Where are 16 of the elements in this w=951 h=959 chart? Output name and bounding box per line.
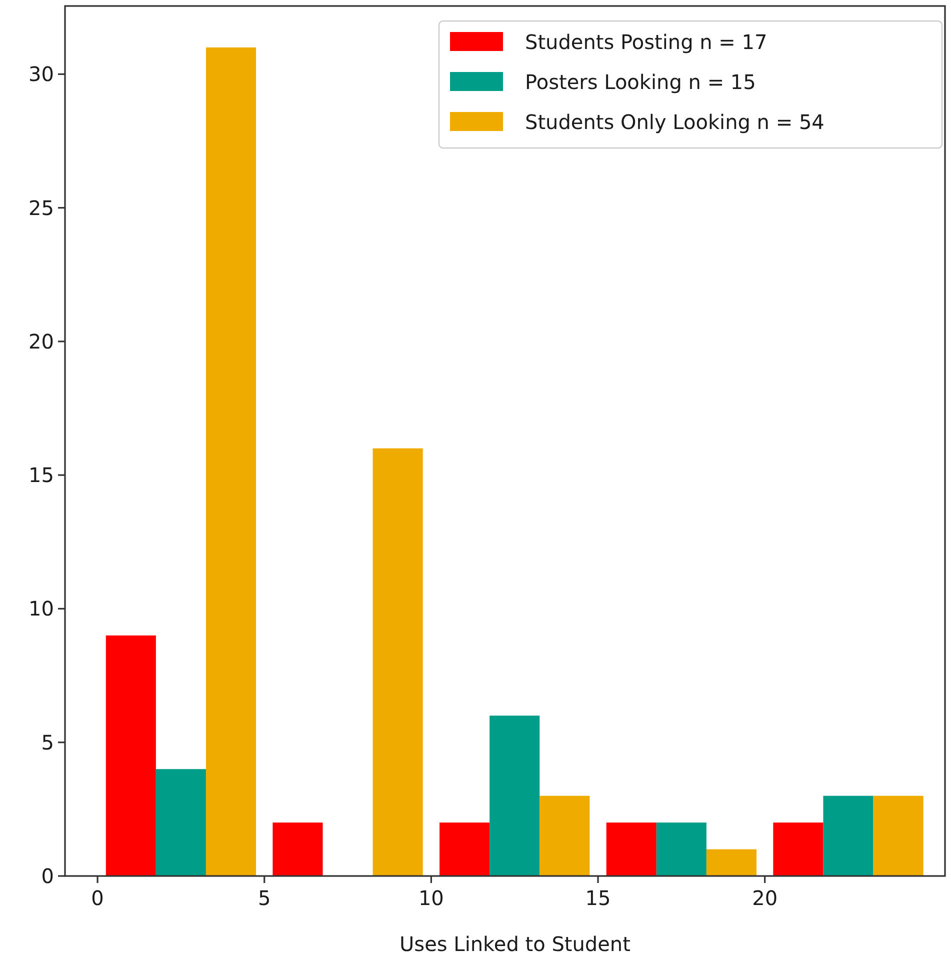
legend-label: Students Only Looking n = 54 (525, 110, 824, 134)
y-tick-label: 5 (41, 730, 54, 754)
y-tick-label: 0 (41, 864, 54, 888)
legend-label: Posters Looking n = 15 (525, 70, 756, 94)
y-tick-label: 15 (28, 463, 54, 488)
x-tick-label: 10 (418, 886, 444, 910)
x-tick-label: 15 (585, 886, 611, 910)
y-tick-label: 10 (28, 596, 54, 621)
x-tick-label: 5 (258, 886, 271, 910)
y-tick-label: 25 (28, 196, 54, 220)
x-tick-label: 0 (91, 886, 104, 910)
x-axis-title: Uses Linked to Student (400, 932, 631, 956)
y-tick-label: 30 (28, 62, 54, 86)
legend-label: Students Posting n = 17 (525, 30, 768, 54)
x-tick-label: 20 (752, 886, 778, 910)
y-tick-label: 20 (28, 329, 54, 354)
